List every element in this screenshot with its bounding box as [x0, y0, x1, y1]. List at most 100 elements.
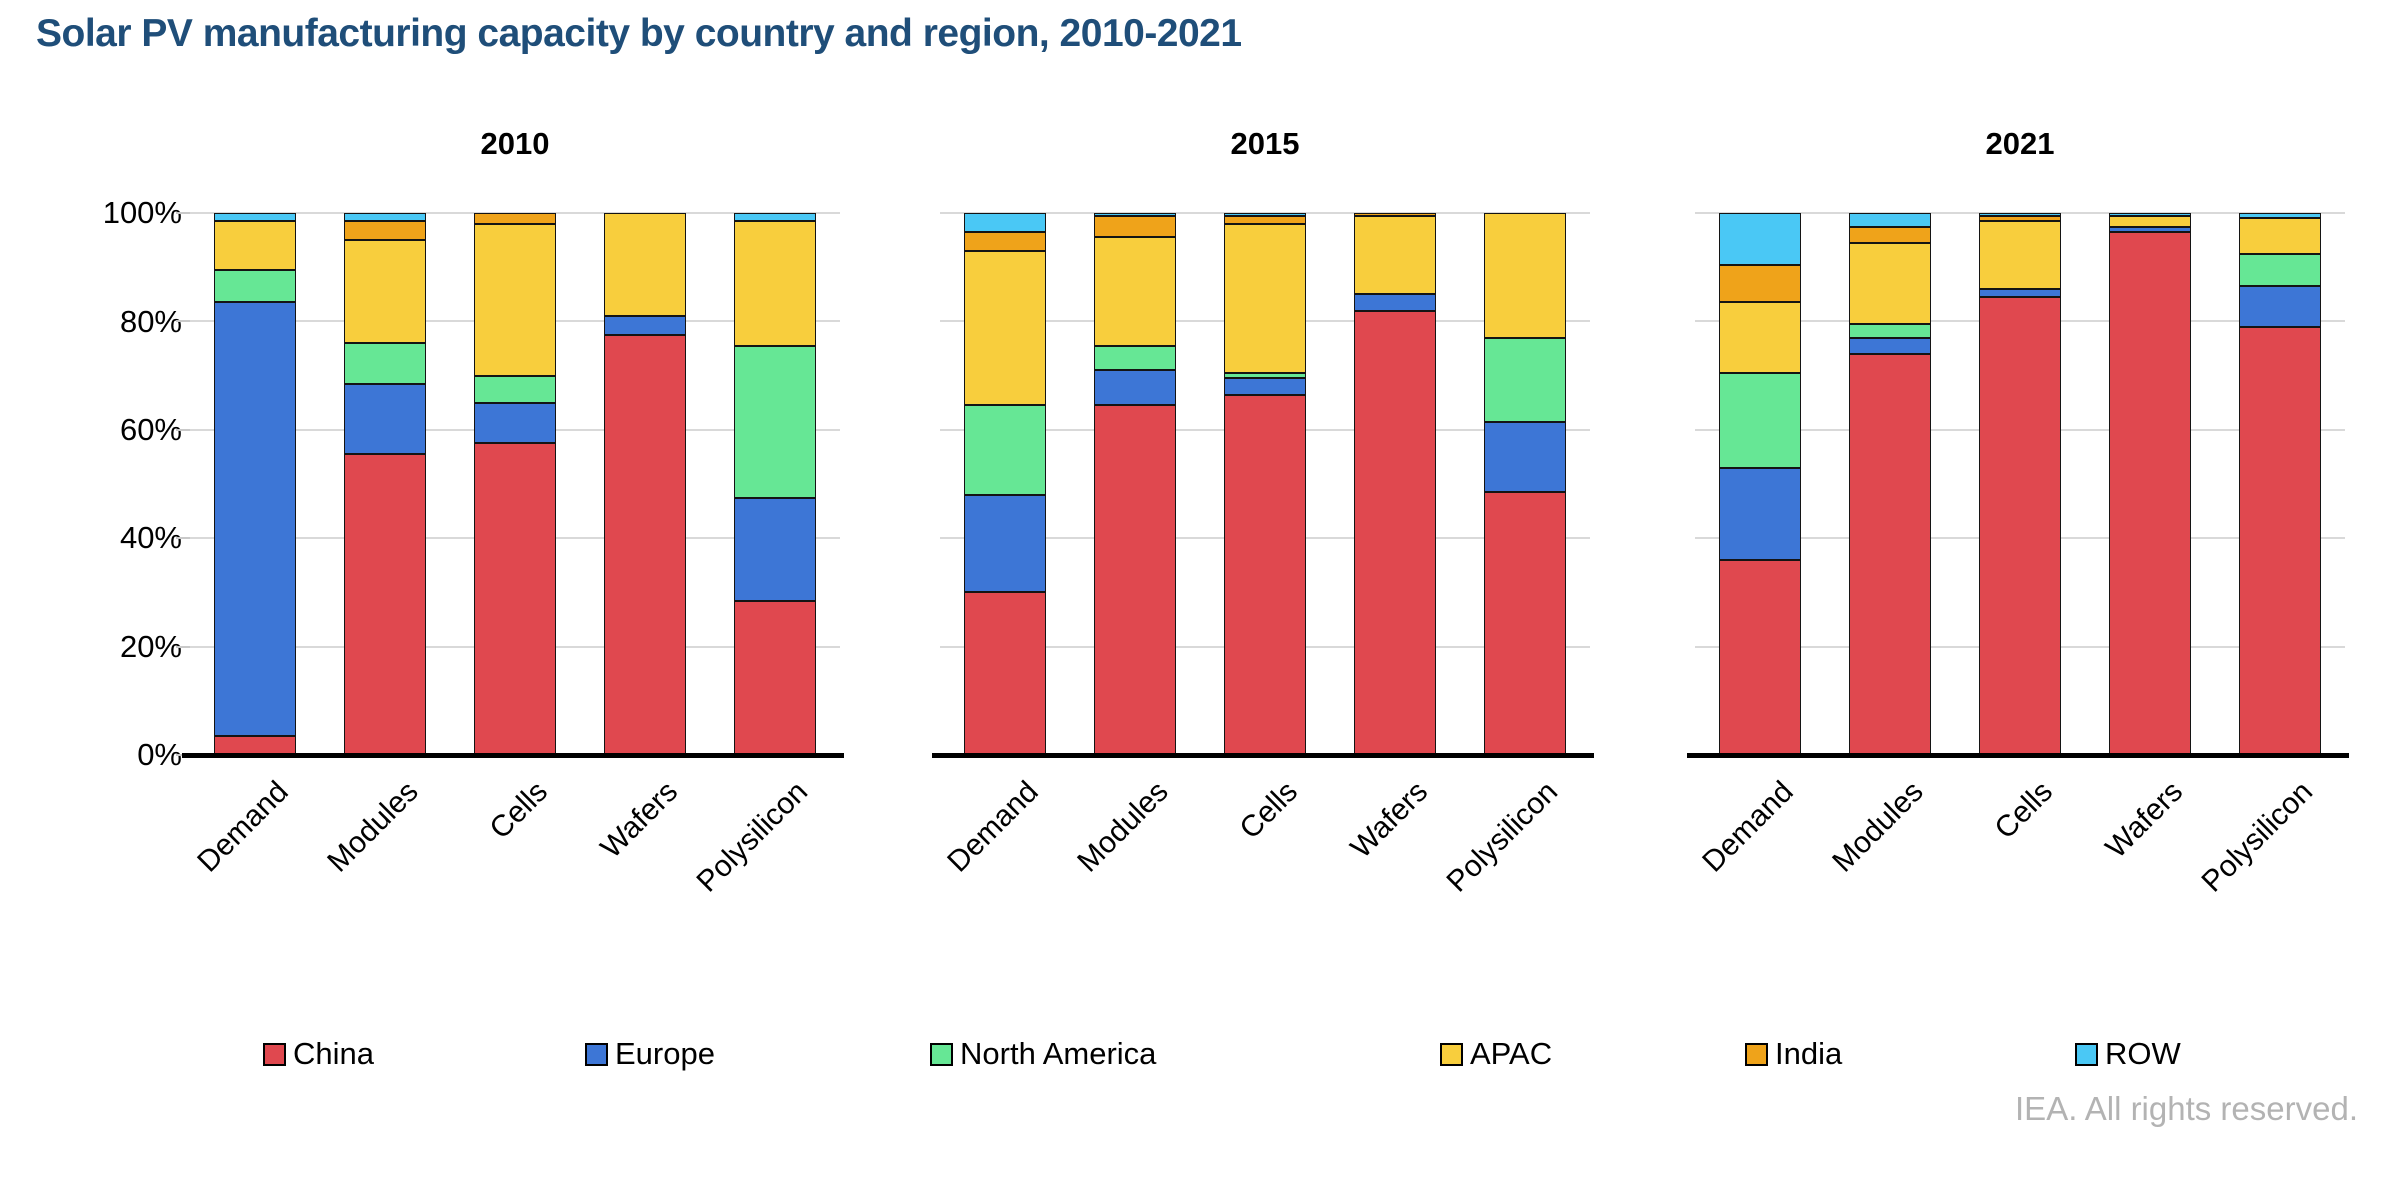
- y-tick-mark: [176, 537, 190, 540]
- segment-row: [964, 213, 1046, 232]
- gridline-100: [190, 212, 840, 214]
- panel-title-2021: 2021: [1985, 126, 2055, 161]
- north-america-color-swatch: [930, 1042, 953, 1066]
- legend-item-china: China: [263, 1036, 374, 1072]
- segment-china: [344, 454, 426, 755]
- stacked-bar-2015-wafers: [1354, 213, 1436, 755]
- bar-slot-demand: Demand: [190, 213, 320, 879]
- segment-row: [1719, 213, 1801, 265]
- legend-item-north-america: North America: [930, 1036, 1156, 1072]
- panel-2015: 2015 Demand Modules Cells Wafers Polysilicon: [932, 120, 1594, 899]
- segment-row: [1224, 213, 1306, 216]
- legend-item-apac: APAC: [1440, 1036, 1552, 1072]
- segment-apac: [734, 221, 816, 346]
- stacked-bar-2010-polysilicon: [734, 213, 816, 755]
- segment-china: [1979, 297, 2061, 755]
- segment-india: [344, 221, 426, 241]
- stacked-bar-2010-cells: [474, 213, 556, 755]
- legend-label: North America: [960, 1036, 1157, 1071]
- europe-color-swatch: [585, 1042, 608, 1066]
- segment-apac: [2109, 215, 2191, 227]
- x-axis-label-polysilicon: Polysilicon: [1440, 775, 1565, 899]
- segment-north-america: [734, 345, 816, 498]
- x-axis-label-polysilicon: Polysilicon: [2195, 775, 2320, 899]
- segment-europe: [964, 494, 1046, 593]
- india-color-swatch: [1745, 1042, 1768, 1066]
- segment-india: [474, 213, 556, 224]
- segment-north-america: [2239, 253, 2321, 287]
- bar-slot-demand: Demand: [940, 213, 1070, 879]
- y-tick-mark: [176, 645, 190, 648]
- x-axis-label-wafers: Wafers: [1344, 775, 1435, 865]
- segment-india: [1354, 213, 1436, 216]
- bar-slot-polysilicon: Polysilicon: [691, 213, 840, 899]
- y-tick-mark: [176, 428, 190, 431]
- y-axis: 0% 20% 40% 60% 80% 100%: [0, 0, 182, 800]
- bar-slot-wafers: Wafers: [1330, 213, 1460, 865]
- x-axis-label-cells: Cells: [1233, 775, 1305, 846]
- segment-europe: [1354, 294, 1436, 311]
- gridline-100: [1695, 212, 2345, 214]
- segment-china: [1484, 492, 1566, 755]
- x-axis-label-demand: Demand: [190, 775, 295, 879]
- x-axis-label-demand: Demand: [940, 775, 1045, 879]
- segment-north-america: [1094, 345, 1176, 371]
- y-tick-label: 40%: [119, 520, 182, 555]
- x-axis-line: [1687, 753, 2349, 758]
- segment-apac: [474, 223, 556, 376]
- x-axis-label-modules: Modules: [1825, 775, 1930, 879]
- x-axis-label-wafers: Wafers: [2099, 775, 2190, 865]
- stacked-bar-2010-demand: [214, 213, 296, 755]
- panel-title-2010: 2010: [480, 126, 550, 161]
- segment-china: [604, 334, 686, 755]
- y-tick-label: 80%: [119, 304, 182, 339]
- segment-europe: [1979, 288, 2061, 298]
- stacked-bar-2015-modules: [1094, 213, 1176, 755]
- bar-slot-modules: Modules: [320, 213, 450, 879]
- segment-row: [1094, 213, 1176, 216]
- stacked-bar-2021-wafers: [2109, 213, 2191, 755]
- x-axis-label-cells: Cells: [1988, 775, 2060, 846]
- stacked-bar-2015-polysilicon: [1484, 213, 1566, 755]
- segment-europe: [734, 497, 816, 601]
- x-axis-label-demand: Demand: [1695, 775, 1800, 879]
- bars-group: Demand Modules Cells Wafers Polysilicon: [940, 213, 1590, 899]
- segment-india: [964, 232, 1046, 251]
- panel-2021: 2021 Demand Modules Cells Wafers Polysilicon: [1687, 120, 2349, 899]
- segment-europe: [474, 402, 556, 444]
- segment-china: [2109, 231, 2191, 755]
- segment-india: [1224, 215, 1306, 224]
- segment-europe: [2109, 226, 2191, 232]
- segment-europe: [1849, 337, 1931, 354]
- segment-india: [1094, 215, 1176, 238]
- legend-label: Europe: [615, 1036, 715, 1071]
- segment-china: [2239, 326, 2321, 755]
- segment-china: [1719, 559, 1801, 755]
- plot-area-2021: Demand Modules Cells Wafers Polysilicon: [1687, 212, 2349, 899]
- bar-slot-cells: Cells: [1955, 213, 2085, 845]
- y-tick-mark: [176, 212, 190, 214]
- segment-north-america: [1849, 324, 1931, 338]
- segment-europe: [2239, 286, 2321, 327]
- stacked-bar-2010-modules: [344, 213, 426, 755]
- segment-apac: [1719, 302, 1801, 373]
- legend-item-india: India: [1745, 1036, 1842, 1072]
- segment-europe: [604, 315, 686, 335]
- segment-apac: [344, 240, 426, 344]
- segment-north-america: [1224, 372, 1306, 379]
- segment-north-america: [964, 405, 1046, 495]
- segment-europe: [1094, 370, 1176, 406]
- segment-china: [474, 443, 556, 755]
- stacked-bar-2021-modules: [1849, 213, 1931, 755]
- segment-india: [1849, 226, 1931, 243]
- segment-apac: [1849, 242, 1931, 325]
- segment-china: [734, 600, 816, 755]
- segment-china: [1354, 310, 1436, 755]
- segment-europe: [1224, 378, 1306, 395]
- copyright-note: IEA. All rights reserved.: [2015, 1090, 2358, 1127]
- x-axis-label-cells: Cells: [483, 775, 555, 846]
- segment-china: [1849, 353, 1931, 755]
- y-tick-label: 20%: [119, 629, 182, 664]
- segment-europe: [1719, 467, 1801, 560]
- segment-europe: [214, 302, 296, 737]
